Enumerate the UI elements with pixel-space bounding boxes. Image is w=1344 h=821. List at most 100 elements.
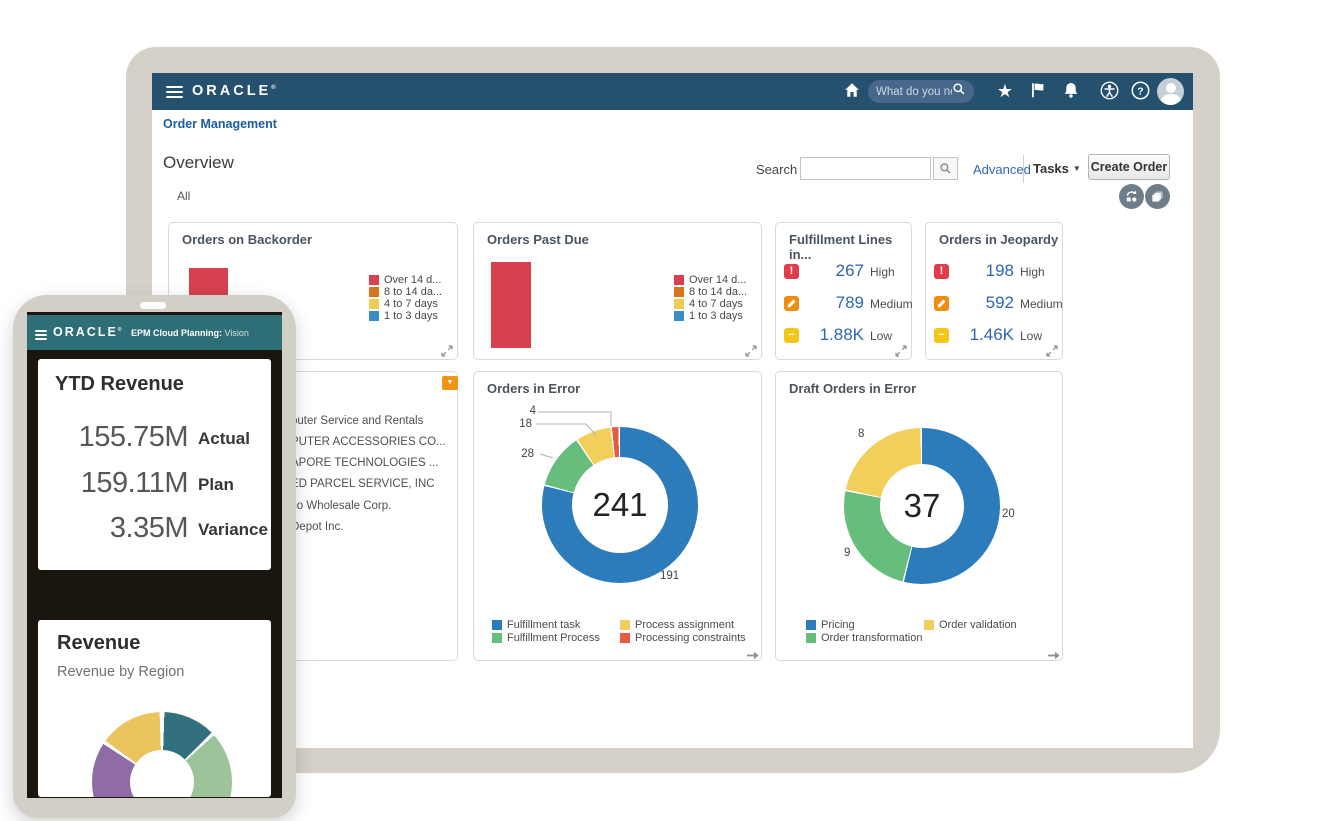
metric-value: 1.46K bbox=[969, 325, 1014, 344]
metric-label: Low bbox=[1020, 329, 1043, 343]
card-title: Orders in Error bbox=[487, 381, 581, 396]
phone-app-title: EPM Cloud Planning: Vision bbox=[131, 328, 249, 338]
list-item[interactable]: co Wholesale Corp. bbox=[291, 500, 392, 512]
card-draft-orders-in-error[interactable]: Draft Orders in Error 37 8 20 9 Pricing … bbox=[775, 371, 1063, 661]
high-severity-icon: ! bbox=[934, 264, 949, 279]
card-fulfillment-lines[interactable]: Fulfillment Lines in... ! 267 High 789 M… bbox=[775, 222, 913, 360]
legend-item: Processing constraints bbox=[620, 632, 746, 644]
metric-label: Variance bbox=[198, 520, 268, 539]
create-order-button[interactable]: Create Order bbox=[1088, 154, 1170, 180]
low-severity-icon: − bbox=[784, 328, 799, 343]
legend-item: 8 to 14 da... bbox=[674, 286, 747, 298]
phone-mockup: ORACLE® EPM Cloud Planning: Vision YTD R… bbox=[13, 295, 296, 818]
orders-in-error-donut: 241 bbox=[542, 427, 698, 583]
card-subtitle: Revenue by Region bbox=[57, 664, 185, 680]
app-screen: ORACLE® ★ ? bbox=[152, 73, 1193, 748]
global-search-input[interactable] bbox=[876, 85, 952, 98]
go-to-report-arrow-icon[interactable] bbox=[1047, 648, 1061, 660]
list-item[interactable]: ED PARCEL SERVICE, INC bbox=[291, 478, 435, 490]
slice-label: 28 bbox=[521, 448, 534, 460]
metric-value: 3.35M bbox=[109, 512, 189, 544]
list-item[interactable]: puter Service and Rentals bbox=[291, 415, 424, 427]
global-search[interactable] bbox=[868, 80, 974, 103]
favorites-star-icon[interactable]: ★ bbox=[996, 81, 1014, 101]
metric-value: 159.11M bbox=[80, 467, 189, 499]
user-avatar[interactable] bbox=[1157, 78, 1184, 105]
search-label: Search bbox=[756, 162, 798, 177]
legend-item: Fulfillment task bbox=[492, 619, 580, 631]
legend-item: Fulfillment Process bbox=[492, 632, 600, 644]
legend-item: Pricing bbox=[806, 619, 855, 631]
card-title: Draft Orders in Error bbox=[789, 381, 917, 396]
metric-label: Plan bbox=[198, 475, 234, 494]
infolet-carousel-icon[interactable] bbox=[1119, 184, 1144, 209]
metric-label: High bbox=[870, 265, 895, 279]
tasks-menu[interactable]: Tasks ▼ bbox=[1033, 161, 1081, 176]
card-title: Revenue bbox=[57, 632, 141, 654]
metric-value: 267 bbox=[835, 261, 864, 280]
metric-label: Low bbox=[870, 329, 893, 343]
legend-item: 4 to 7 days bbox=[674, 298, 743, 310]
oracle-logo: ORACLE® bbox=[192, 83, 276, 99]
card-orders-past-due[interactable]: Orders Past Due Over 14 d... 8 to 14 da.… bbox=[473, 222, 762, 360]
go-to-report-arrow-icon[interactable] bbox=[746, 648, 760, 660]
medium-severity-icon bbox=[934, 296, 949, 311]
watchlist-flag-icon[interactable] bbox=[1028, 81, 1048, 101]
expand-resize-icon[interactable] bbox=[1046, 344, 1058, 357]
search-icon[interactable] bbox=[952, 82, 966, 101]
legend-item: Order transformation bbox=[806, 632, 922, 644]
dropdown-button[interactable]: ▼ bbox=[442, 376, 458, 390]
menu-hamburger-icon[interactable] bbox=[35, 328, 47, 342]
svg-text:?: ? bbox=[1137, 86, 1143, 98]
metric-value: 592 bbox=[985, 293, 1014, 312]
legend-item: 1 to 3 days bbox=[369, 310, 438, 322]
revenue-by-region-donut bbox=[92, 712, 232, 797]
accessibility-icon[interactable] bbox=[1099, 81, 1119, 101]
metric-label: Medium bbox=[870, 297, 913, 311]
filter-all-label[interactable]: All bbox=[177, 189, 191, 203]
slice-label: 20 bbox=[1002, 508, 1015, 520]
stacked-cards-view-icon[interactable] bbox=[1145, 184, 1170, 209]
metric-label: Medium bbox=[1020, 297, 1063, 311]
card-orders-in-jeopardy[interactable]: Orders in Jeopardy ! 198 High 592 Medium… bbox=[925, 222, 1063, 360]
expand-resize-icon[interactable] bbox=[895, 344, 907, 357]
slice-label: 8 bbox=[858, 428, 865, 440]
metric-label: High bbox=[1020, 265, 1045, 279]
low-severity-icon: − bbox=[934, 328, 949, 343]
notifications-bell-icon[interactable] bbox=[1061, 81, 1081, 101]
pastdue-bar bbox=[491, 262, 531, 348]
card-title: Orders Past Due bbox=[487, 232, 589, 247]
chevron-down-icon: ▼ bbox=[1072, 164, 1081, 173]
help-icon[interactable]: ? bbox=[1130, 81, 1150, 101]
oracle-logo: ORACLE® bbox=[53, 325, 122, 339]
medium-severity-icon bbox=[784, 296, 799, 311]
menu-hamburger-icon[interactable] bbox=[166, 83, 183, 101]
expand-resize-icon[interactable] bbox=[745, 344, 757, 357]
search-input[interactable] bbox=[800, 157, 931, 180]
list-item[interactable]: APORE TECHNOLOGIES ... bbox=[291, 457, 439, 469]
top-navbar: ORACLE® ★ ? bbox=[152, 73, 1193, 110]
expand-resize-icon[interactable] bbox=[441, 344, 453, 357]
metric-value: 155.75M bbox=[78, 421, 189, 453]
slice-label: 9 bbox=[844, 547, 851, 559]
page-title: Overview bbox=[163, 153, 234, 172]
phone-app-header: ORACLE® EPM Cloud Planning: Vision bbox=[27, 315, 282, 350]
legend-item: Over 14 d... bbox=[674, 274, 746, 286]
card-title: Orders in Jeopardy bbox=[939, 232, 1059, 247]
metric-value: 1.88K bbox=[819, 325, 864, 344]
metric-value: 789 bbox=[835, 293, 864, 312]
legend-item: 4 to 7 days bbox=[369, 298, 438, 310]
legend-item: Order validation bbox=[924, 619, 1017, 631]
toolbar-divider bbox=[1023, 155, 1024, 183]
search-go-button[interactable] bbox=[933, 157, 958, 180]
breadcrumb-order-management[interactable]: Order Management bbox=[163, 117, 277, 131]
advanced-search-link[interactable]: Advanced bbox=[973, 162, 1031, 177]
list-item[interactable]: PUTER ACCESSORIES CO... bbox=[291, 436, 446, 448]
donut-total: 37 bbox=[880, 464, 964, 548]
legend-item: Process assignment bbox=[620, 619, 734, 631]
card-orders-in-error[interactable]: Orders in Error 241 4 18 28 191 Fulfillm… bbox=[473, 371, 762, 661]
ytd-revenue-card: YTD Revenue 155.75M Actual 159.11M Plan … bbox=[38, 359, 271, 570]
home-icon[interactable] bbox=[842, 81, 862, 101]
list-item[interactable]: Depot Inc. bbox=[291, 521, 344, 533]
